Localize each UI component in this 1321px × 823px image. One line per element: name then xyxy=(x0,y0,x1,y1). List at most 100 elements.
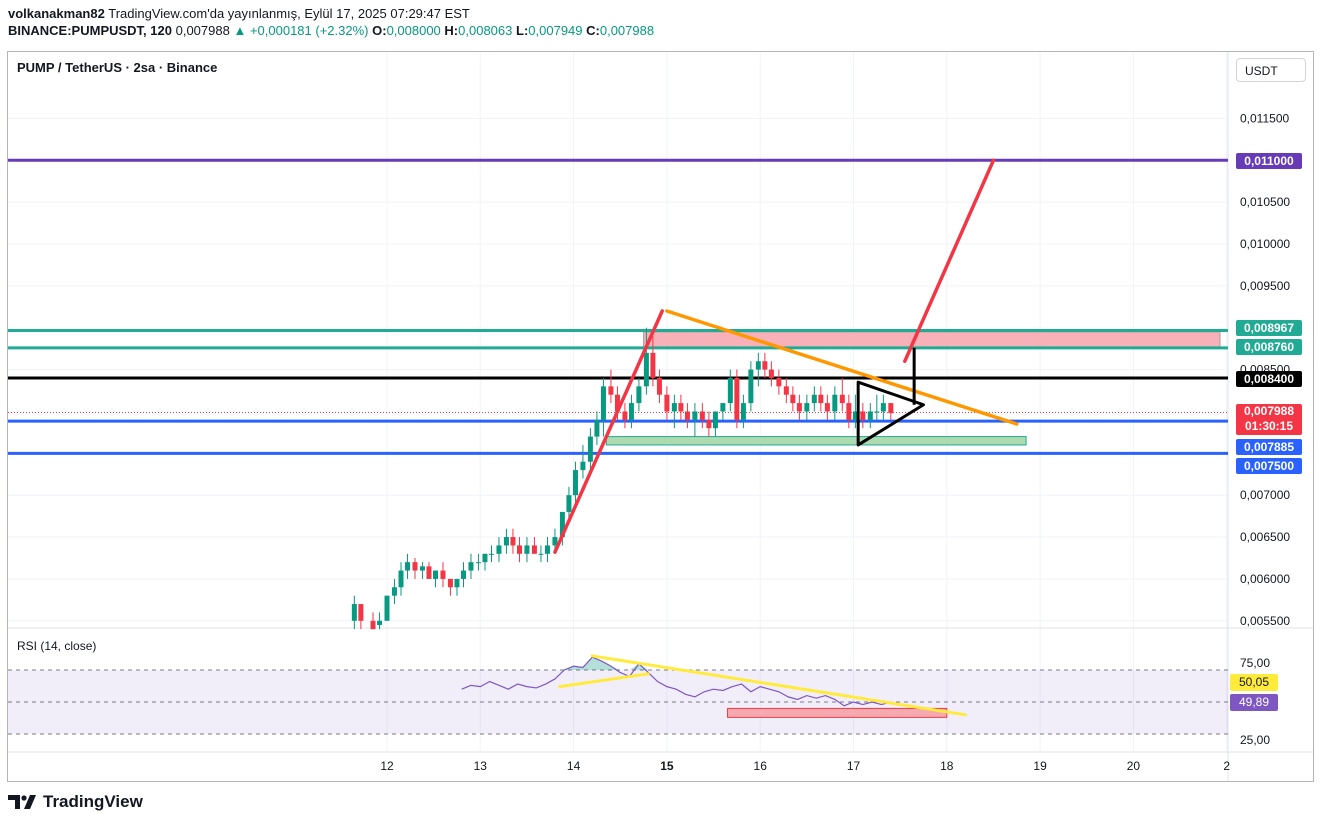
time-axis-label: 12 xyxy=(380,759,394,773)
candle-body xyxy=(748,369,754,404)
brand-name: TradingView xyxy=(43,792,143,811)
publish-line: volkanakman82 TradingView.com'da yayınla… xyxy=(8,5,1308,22)
candle-body xyxy=(755,361,761,370)
candle-body xyxy=(684,411,690,420)
price-axis-label: 0,007000 xyxy=(1240,488,1290,502)
candle-body xyxy=(664,394,670,412)
candle-body xyxy=(544,545,550,554)
open-value: 0,008000 xyxy=(386,23,441,38)
time-axis-label: 14 xyxy=(567,759,581,773)
time-axis-label: 20 xyxy=(1127,759,1141,773)
candle-body xyxy=(510,537,516,546)
candle-body xyxy=(852,411,858,420)
zone-resistance xyxy=(643,331,1221,349)
candle-body xyxy=(391,587,397,596)
trendline xyxy=(553,309,664,554)
rsi-axis-label: 25,00 xyxy=(1240,733,1270,747)
candle-body xyxy=(454,578,460,588)
candle-body xyxy=(370,620,376,630)
price-tag-0-008760: 0,008760 xyxy=(1236,339,1302,355)
candle-body xyxy=(468,562,474,571)
candle-body xyxy=(740,403,746,420)
chart-title: PUMP / TetherUS · 2sa · Binance xyxy=(17,60,218,75)
candle-body xyxy=(622,411,628,420)
price-axis-label: 0,009500 xyxy=(1240,279,1290,293)
candle-body xyxy=(475,562,481,564)
chart-frame xyxy=(7,51,1314,782)
price-axis-label: 0,006500 xyxy=(1240,530,1290,544)
candle-body xyxy=(867,411,873,420)
candle-body xyxy=(796,403,802,412)
candle-body xyxy=(720,403,726,412)
tradingview-logo-icon xyxy=(8,795,36,809)
open-label: O: xyxy=(372,23,387,38)
last-price-tag-value: 0,007988 xyxy=(1243,404,1295,418)
candle-body xyxy=(888,403,894,414)
candle-body xyxy=(783,386,789,395)
candle-body xyxy=(538,553,544,555)
candle-body xyxy=(566,495,572,512)
low-label: L: xyxy=(516,23,529,38)
candle-body xyxy=(860,411,866,420)
price-tag-0-011000: 0,011000 xyxy=(1236,153,1302,169)
symbol-label[interactable]: BINANCE:PUMPUSDT, 120 xyxy=(8,23,172,38)
candle-body xyxy=(818,394,824,404)
candle-body xyxy=(804,403,810,412)
candle-body xyxy=(433,570,439,579)
candle-body xyxy=(874,411,880,413)
price-tag-0-008967: 0,008967 xyxy=(1236,320,1302,336)
candle-body xyxy=(790,394,796,404)
rsi-tag-50-05: 50,05 xyxy=(1230,674,1278,691)
price-axis-label: 0,011500 xyxy=(1240,111,1289,125)
currency-selector[interactable]: USDT xyxy=(1236,58,1306,82)
rsi-indicator-title[interactable]: RSI (14, close) xyxy=(17,639,97,653)
ohlc-line: BINANCE:PUMPUSDT, 120 0,007988 ▲ +0,0001… xyxy=(8,22,1308,39)
candle-body xyxy=(516,545,522,554)
candle-body xyxy=(552,537,558,546)
candle-body xyxy=(636,386,642,404)
rsi-trendline xyxy=(590,654,967,717)
rsi-axis-label: 75,00 xyxy=(1240,656,1270,670)
candle-body xyxy=(727,377,733,404)
rsi-trendline xyxy=(558,672,650,689)
price-axis-label: 0,006000 xyxy=(1240,572,1290,586)
candle-body xyxy=(440,570,446,579)
candle-body xyxy=(559,511,565,538)
candle-body xyxy=(762,361,768,370)
candle-body xyxy=(580,461,586,471)
candle-body xyxy=(768,369,774,378)
time-axis-label: 16 xyxy=(754,759,768,773)
candle-body xyxy=(671,403,677,412)
candle-body xyxy=(447,578,453,588)
candle-body xyxy=(377,620,383,625)
triangle-pattern xyxy=(856,380,925,447)
last-price-tag: 0,007988 01:30:15 xyxy=(1236,404,1302,435)
candle-body xyxy=(482,553,488,563)
candle-body xyxy=(811,394,817,404)
close-value: 0,007988 xyxy=(599,23,655,38)
candle-body xyxy=(608,386,614,395)
zone-support xyxy=(605,436,1027,446)
candle-body xyxy=(776,377,782,387)
tradingview-footer[interactable]: TradingView xyxy=(8,792,143,812)
candle-body xyxy=(706,419,712,429)
candle-body xyxy=(398,570,404,588)
candle-body xyxy=(650,352,656,378)
bar-countdown: 01:30:15 xyxy=(1244,419,1294,433)
candle-body xyxy=(358,604,364,621)
time-axis-label: 2 xyxy=(1223,759,1230,773)
candle-body xyxy=(832,394,838,412)
candle-body xyxy=(880,403,886,412)
candle-body xyxy=(461,570,467,579)
chart-header: volkanakman82 TradingView.com'da yayınla… xyxy=(8,5,1308,39)
candle-body xyxy=(496,545,502,554)
last-price: 0,007988 xyxy=(175,23,230,38)
time-axis-label: 19 xyxy=(1033,759,1047,773)
author-name[interactable]: volkanakman82 xyxy=(8,6,105,21)
rsi-tag-49-89: 49,89 xyxy=(1230,694,1278,711)
candle-body xyxy=(734,377,740,420)
high-label: H: xyxy=(444,23,459,38)
rsi-line xyxy=(461,656,891,707)
candle-body xyxy=(846,403,852,420)
